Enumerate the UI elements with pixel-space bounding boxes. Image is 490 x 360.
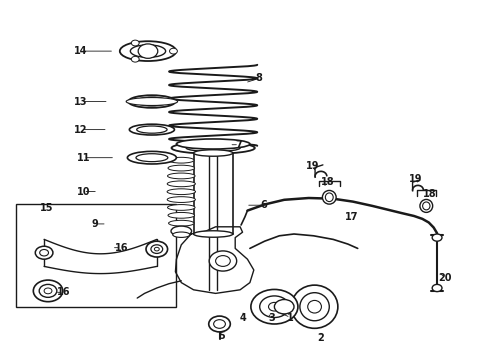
Ellipse shape: [168, 173, 195, 179]
Text: 16: 16: [57, 287, 71, 297]
Ellipse shape: [300, 293, 329, 321]
Circle shape: [260, 296, 289, 318]
Ellipse shape: [172, 232, 190, 238]
Text: 15: 15: [40, 203, 54, 213]
Ellipse shape: [291, 285, 338, 328]
Circle shape: [170, 48, 177, 54]
Ellipse shape: [167, 189, 196, 194]
Text: 10: 10: [76, 186, 90, 197]
Ellipse shape: [172, 142, 255, 154]
Ellipse shape: [171, 226, 192, 236]
Ellipse shape: [422, 202, 430, 210]
Text: 7: 7: [236, 140, 243, 150]
Circle shape: [33, 280, 63, 302]
Ellipse shape: [194, 150, 233, 156]
Ellipse shape: [136, 97, 168, 106]
Text: 16: 16: [115, 243, 128, 253]
Circle shape: [274, 300, 294, 314]
Circle shape: [209, 251, 237, 271]
Text: 14: 14: [74, 46, 88, 56]
Text: 13: 13: [74, 96, 88, 107]
Ellipse shape: [120, 41, 176, 61]
Text: 5: 5: [219, 330, 225, 341]
Circle shape: [432, 284, 442, 292]
Ellipse shape: [167, 197, 196, 202]
Circle shape: [432, 234, 442, 241]
Text: 17: 17: [345, 212, 359, 222]
Text: 20: 20: [438, 273, 452, 283]
Circle shape: [209, 316, 230, 332]
Circle shape: [216, 256, 230, 266]
Ellipse shape: [168, 212, 195, 218]
Text: 2: 2: [318, 333, 324, 343]
Circle shape: [40, 249, 49, 256]
Text: 12: 12: [74, 125, 88, 135]
Text: 6: 6: [260, 200, 267, 210]
Ellipse shape: [168, 204, 195, 210]
Text: 1: 1: [287, 312, 294, 323]
Ellipse shape: [169, 157, 194, 163]
Ellipse shape: [186, 144, 240, 152]
Ellipse shape: [194, 231, 233, 237]
Text: 19: 19: [409, 174, 422, 184]
Ellipse shape: [129, 124, 174, 135]
Bar: [16, 204, 176, 307]
Circle shape: [131, 57, 139, 62]
Text: 4: 4: [240, 312, 246, 323]
Ellipse shape: [130, 45, 166, 58]
Ellipse shape: [128, 95, 175, 108]
Ellipse shape: [325, 193, 333, 202]
Ellipse shape: [167, 181, 196, 187]
Ellipse shape: [136, 154, 168, 162]
Circle shape: [154, 247, 159, 251]
Ellipse shape: [176, 139, 250, 149]
Ellipse shape: [169, 220, 194, 226]
Ellipse shape: [322, 190, 336, 204]
Text: 18: 18: [423, 189, 437, 199]
Ellipse shape: [168, 165, 195, 171]
Ellipse shape: [420, 199, 433, 212]
Text: 8: 8: [255, 73, 262, 84]
Text: 19: 19: [306, 161, 319, 171]
Circle shape: [146, 241, 168, 257]
Circle shape: [151, 245, 163, 253]
Text: 9: 9: [92, 219, 98, 229]
Ellipse shape: [137, 126, 167, 133]
Ellipse shape: [308, 300, 321, 313]
Ellipse shape: [126, 98, 177, 105]
Circle shape: [131, 40, 139, 46]
Circle shape: [39, 284, 57, 297]
Text: 18: 18: [320, 177, 334, 187]
Circle shape: [269, 302, 280, 311]
Ellipse shape: [127, 151, 176, 164]
Circle shape: [251, 289, 298, 324]
Circle shape: [44, 288, 52, 294]
Circle shape: [138, 44, 158, 58]
Text: 11: 11: [76, 153, 90, 163]
Text: 3: 3: [269, 312, 275, 323]
Circle shape: [214, 320, 225, 328]
Circle shape: [35, 246, 53, 259]
